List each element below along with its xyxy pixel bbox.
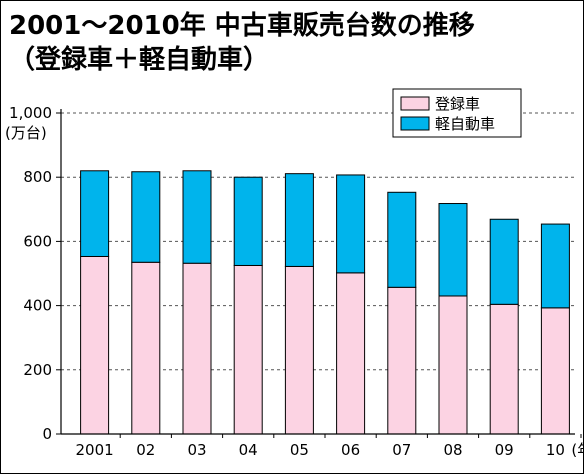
x-tick-label-07: 07 bbox=[392, 441, 411, 459]
x-tick-label-10: 10 bbox=[546, 441, 565, 459]
legend-swatch-registered bbox=[400, 96, 430, 111]
bar-registered-2001 bbox=[80, 255, 110, 435]
y-tick-label-400: 400 bbox=[23, 297, 52, 315]
bar-kei-08 bbox=[438, 203, 468, 297]
bar-kei-05 bbox=[284, 173, 314, 267]
bar-registered-07 bbox=[387, 286, 417, 435]
y-tick-label-1000: 1,000 bbox=[9, 104, 52, 122]
x-tick-label-03: 03 bbox=[187, 441, 206, 459]
x-tick-label-09: 09 bbox=[495, 441, 514, 459]
bar-registered-10 bbox=[540, 307, 570, 435]
bar-kei-10 bbox=[540, 223, 570, 309]
bar-registered-04 bbox=[233, 264, 263, 435]
bar-kei-09 bbox=[489, 218, 519, 305]
legend-swatch-kei bbox=[400, 116, 430, 131]
bar-registered-06 bbox=[336, 272, 366, 435]
bar-registered-09 bbox=[489, 303, 519, 435]
x-tick-label-05: 05 bbox=[290, 441, 309, 459]
x-tick-label-06: 06 bbox=[341, 441, 360, 459]
y-tick-label-600: 600 bbox=[23, 232, 52, 250]
x-tick-label-02: 02 bbox=[136, 441, 155, 459]
bar-registered-03 bbox=[182, 262, 212, 435]
x-tick-label-2001: 2001 bbox=[76, 441, 114, 459]
bar-kei-2001 bbox=[80, 170, 110, 257]
bar-kei-07 bbox=[387, 191, 417, 288]
bar-kei-03 bbox=[182, 170, 212, 264]
bar-registered-02 bbox=[131, 261, 161, 435]
chart-title-line-2: （登録車＋軽自動車） bbox=[9, 45, 270, 75]
chart-title-line-1: 2001～2010年 中古車販売台数の推移 bbox=[9, 11, 475, 41]
x-tick-label-08: 08 bbox=[443, 441, 462, 459]
y-tick-label-200: 200 bbox=[23, 361, 52, 379]
x-axis-unit-label: (年) bbox=[571, 441, 583, 459]
y-tick-label-800: 800 bbox=[23, 168, 52, 186]
bar-kei-02 bbox=[131, 171, 161, 263]
bar-kei-06 bbox=[336, 174, 366, 274]
legend-label-registered: 登録車 bbox=[435, 95, 480, 113]
legend-label-kei: 軽自動車 bbox=[435, 115, 495, 133]
bar-registered-08 bbox=[438, 295, 468, 435]
x-tick-label-04: 04 bbox=[239, 441, 258, 459]
y-axis-unit-label: (万台) bbox=[5, 124, 47, 142]
bar-registered-05 bbox=[284, 265, 314, 435]
y-tick-label-0: 0 bbox=[42, 425, 52, 443]
bar-kei-04 bbox=[233, 176, 263, 266]
